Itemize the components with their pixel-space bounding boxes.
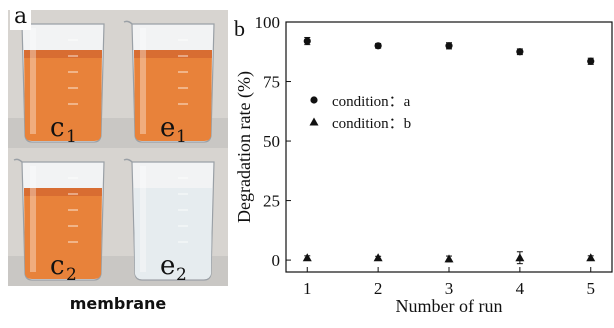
degradation-chart: b 0 25 50 75 100 1 2 3 4 5 Number of run Degradation… [232, 0, 614, 323]
liquid-surface [24, 188, 102, 196]
beaker-label-e1: e [160, 113, 175, 143]
beaker [13, 158, 105, 281]
data-point [303, 37, 311, 45]
beaker-spout [123, 20, 133, 25]
beaker [13, 20, 105, 143]
series-condition-a [303, 36, 595, 65]
glass-highlight [30, 166, 36, 272]
beaker-label-sub-e1: 1 [176, 127, 187, 147]
x-axis-label: Number of run [396, 296, 503, 316]
liquid-clear [134, 188, 212, 279]
liquid-surface [134, 50, 212, 58]
beaker-label-e2: e [160, 251, 175, 281]
x-tick-label: 2 [374, 279, 383, 298]
legend: condition：a condition：b [309, 94, 411, 132]
data-point [516, 48, 524, 56]
beaker-label-c1: c [50, 113, 65, 143]
beaker-spout [13, 158, 23, 163]
beaker-spout [123, 158, 133, 163]
beaker-label-c2: c [50, 251, 65, 281]
glass-highlight [140, 28, 146, 134]
legend-marker [310, 96, 318, 104]
glass-highlight [140, 166, 146, 272]
photo-caption: membrane [69, 294, 167, 313]
y-tick-label: 0 [272, 251, 281, 270]
beaker [123, 158, 215, 281]
y-tick-label: 75 [263, 73, 280, 92]
beaker-label-sub-c1: 1 [66, 127, 77, 147]
data-point [515, 253, 525, 262]
y-tick-label: 25 [263, 192, 280, 211]
data-point [302, 253, 312, 262]
liquid-orange [24, 50, 102, 141]
y-axis-label: Degradation rate (%) [234, 71, 255, 223]
beaker-label-sub-e2: 2 [176, 265, 187, 285]
x-tick-label: 5 [586, 279, 595, 298]
x-tick-label: 1 [303, 279, 312, 298]
glass-highlight [30, 28, 36, 134]
x-tick-label: 4 [516, 279, 525, 298]
legend-marker [309, 117, 319, 126]
liquid-orange [24, 188, 102, 279]
x-tick-label: 3 [445, 279, 454, 298]
legend-label: condition：a [332, 94, 411, 110]
plot-frame [285, 21, 613, 273]
series-condition-b [302, 251, 596, 265]
data-point [374, 42, 382, 50]
liquid-surface [24, 50, 102, 58]
beaker-label-sub-c2: 2 [66, 265, 77, 285]
data-point [587, 57, 595, 65]
panel-label-b: b [234, 16, 245, 41]
panel-label-a: a [10, 4, 32, 30]
data-point [373, 253, 383, 262]
y-tick-label: 100 [255, 13, 281, 32]
data-point [444, 254, 454, 263]
data-point [445, 42, 453, 50]
legend-label: condition：b [332, 116, 411, 132]
liquid-orange [134, 50, 212, 141]
y-tick-label: 50 [263, 132, 280, 151]
data-point [586, 253, 596, 262]
beaker [123, 20, 215, 143]
